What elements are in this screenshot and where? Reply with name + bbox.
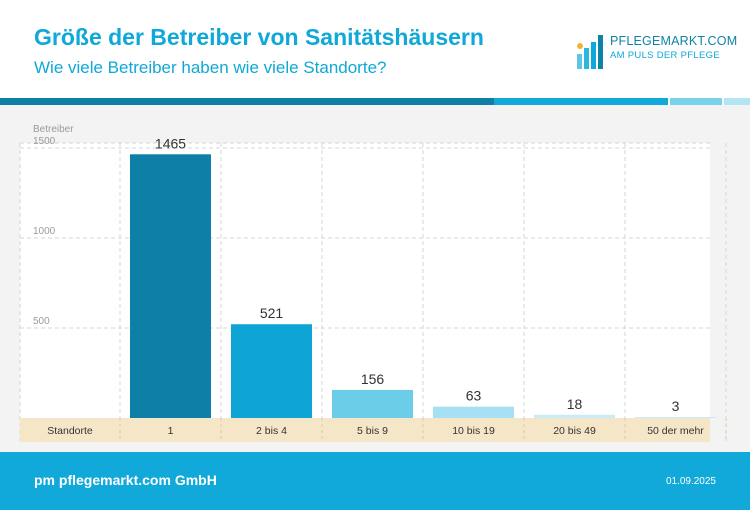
logo-bar-3 — [591, 42, 596, 69]
stripe-lightest — [724, 98, 750, 105]
bar-3 — [433, 406, 514, 418]
data-label-5: 3 — [672, 398, 680, 414]
category-label-4: 20 bis 49 — [553, 425, 596, 437]
logo-name: PFLEGEMARKT.COM — [610, 34, 738, 48]
page-title: Größe der Betreiber von Sanitätshäusern — [34, 24, 484, 50]
bar-2 — [332, 389, 413, 418]
footer-company: pm pflegemarkt.com GmbH — [34, 472, 217, 488]
data-label-4: 18 — [567, 396, 583, 412]
bar-4 — [534, 414, 615, 418]
page-subtitle: Wie viele Betreiber haben wie viele Stan… — [34, 58, 387, 77]
logo-sun-icon — [577, 43, 583, 49]
y-tick-label-500: 500 — [33, 316, 50, 327]
stripe-mid — [494, 98, 668, 105]
category-label-3: 10 bis 19 — [452, 425, 495, 437]
category-label-5: 50 der mehr — [647, 425, 704, 437]
x-axis-label: Standorte — [47, 425, 93, 437]
y-tick-label-1000: 1000 — [33, 226, 56, 237]
logo-tagline: AM PULS DER PFLEGE — [610, 50, 720, 61]
category-label-1: 2 bis 4 — [256, 425, 287, 437]
bar-logo-icon — [577, 35, 603, 69]
data-label-1: 521 — [260, 305, 284, 321]
data-label-0: 1465 — [155, 135, 186, 151]
footer: pm pflegemarkt.com GmbH 01.09.2025 — [0, 452, 750, 510]
data-label-2: 156 — [361, 371, 385, 387]
brand-logo[interactable]: PFLEGEMARKT.COM AM PULS DER PFLEGE — [576, 33, 737, 71]
y-tick-label-1500: 1500 — [33, 136, 56, 147]
stripe-light — [670, 98, 722, 105]
bar-chart: Betreiber 500 1000 1500 Standorte 1465 1 521 2 b… — [19, 124, 727, 442]
x-axis-band — [20, 418, 710, 442]
category-label-2: 5 bis 9 — [357, 425, 388, 437]
stripe-dark — [0, 98, 494, 105]
footer-date: 01.09.2025 — [665, 476, 716, 487]
logo-bar-1 — [577, 54, 582, 69]
y-axis-label: Betreiber — [33, 124, 74, 135]
category-label-0: 1 — [168, 425, 174, 437]
logo-bar-4 — [598, 35, 603, 69]
logo-bar-2 — [584, 48, 589, 69]
bar-5 — [635, 417, 716, 418]
bar-1 — [231, 324, 312, 418]
header-stripes — [0, 98, 750, 105]
data-label-3: 63 — [466, 388, 482, 404]
header: Größe der Betreiber von Sanitätshäusern … — [0, 0, 750, 98]
bar-0 — [130, 154, 211, 419]
